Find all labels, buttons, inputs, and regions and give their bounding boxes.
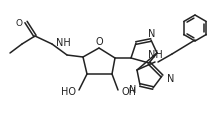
Text: N: N: [148, 29, 156, 39]
Text: N: N: [129, 85, 136, 95]
Text: O: O: [16, 19, 23, 27]
Text: HO: HO: [61, 87, 76, 97]
Text: OH: OH: [121, 87, 136, 97]
Text: N: N: [167, 74, 174, 84]
Text: O: O: [95, 37, 103, 47]
Text: NH: NH: [56, 38, 71, 48]
Text: NH: NH: [148, 50, 162, 60]
